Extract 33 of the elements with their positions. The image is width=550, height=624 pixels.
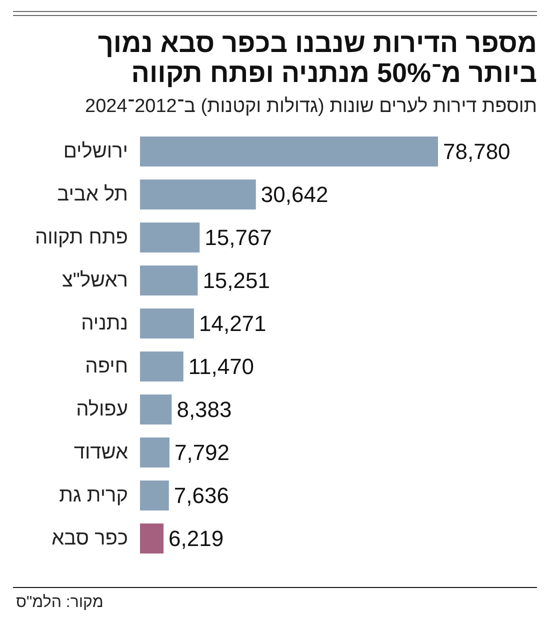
data-label: 15,767	[204, 225, 272, 250]
data-label: 7,636	[174, 483, 229, 508]
bar	[140, 136, 438, 166]
text: מקור: הלמ"ס	[16, 594, 104, 612]
chart-subtitle: תוספת דירות לערים שונות (גדולות וקטנות) ב־2012־2024	[84, 96, 537, 118]
bar	[140, 438, 170, 468]
y-tick-label: פתח תקווה	[34, 226, 128, 248]
chart-title: מספר הדירות שנבנו בכפר סבא נמוך ביותר מ־50% מנתניה ופתח תקווה	[96, 28, 537, 88]
data-label: 6,219	[168, 526, 224, 551]
y-tick-label: כפר סבא	[52, 528, 128, 550]
y-tick-label: עפולה	[76, 398, 128, 420]
data-label: 7,792	[174, 440, 230, 465]
bar	[140, 308, 194, 338]
bar	[140, 180, 256, 210]
data-label: 11,470	[188, 354, 254, 379]
bar	[140, 524, 164, 554]
bar	[140, 394, 172, 424]
y-tick-label: חיפה	[85, 356, 128, 378]
data-label: 30,642	[260, 182, 328, 207]
y-tick-label: תל אביב	[57, 184, 128, 206]
data-label: 15,251	[202, 268, 270, 293]
data-label: 78,780	[443, 139, 510, 164]
y-tick-label: נתניה	[81, 312, 128, 334]
bar	[140, 222, 200, 252]
bar	[140, 352, 184, 382]
y-tick-label: ירושלים	[63, 140, 128, 162]
y-tick-label: אשדוד	[74, 442, 128, 464]
bar	[140, 266, 198, 296]
y-tick-label: קרית גת	[59, 484, 128, 506]
data-label: 14,271	[198, 311, 266, 336]
bar	[140, 480, 169, 510]
y-tick-label: ראשל"צ	[62, 270, 128, 292]
data-label: 8,383	[176, 397, 232, 422]
